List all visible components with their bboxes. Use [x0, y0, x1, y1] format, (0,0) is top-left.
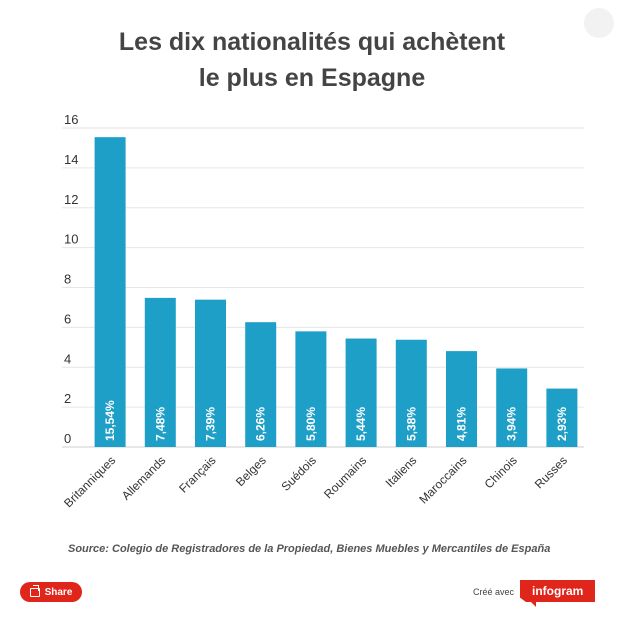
brand-logo[interactable]: infogram: [520, 580, 596, 602]
x-tick-label: Français: [176, 453, 218, 495]
y-tick-label: 12: [64, 192, 78, 207]
source-note: Source: Colegio de Registradores de la P…: [68, 543, 551, 555]
chart-title: Les dix nationalités qui achètent le plu…: [0, 24, 624, 96]
bar: [446, 351, 477, 447]
credit-text: Créé avec: [473, 587, 515, 597]
y-tick-label: 6: [64, 311, 71, 326]
chart-title-line-1: Les dix nationalités qui achètent: [118, 28, 506, 56]
x-tick-label: Chinois: [482, 453, 520, 491]
x-tick-label: Italiens: [383, 453, 420, 490]
bar: [496, 368, 528, 447]
bar: [245, 322, 277, 447]
data-label: 3,94%: [505, 407, 519, 441]
corner-badge: [584, 8, 614, 38]
bar: [345, 338, 377, 447]
y-axis-ticks: 0 2 4 6 8 10 12 14 16: [64, 112, 78, 446]
bars: [94, 137, 578, 447]
data-label: 7,48%: [153, 407, 167, 441]
x-tick-label: Russes: [532, 453, 570, 491]
x-tick-label: Maroccains: [416, 453, 469, 506]
data-label: 6,26%: [254, 407, 268, 441]
data-label: 5,80%: [304, 407, 318, 441]
bar: [144, 297, 176, 447]
data-label: 4,81%: [455, 407, 469, 441]
data-label: 5,38%: [404, 407, 418, 441]
share-icon: [29, 584, 40, 597]
x-tick-label: Allemands: [119, 453, 169, 503]
y-tick-label: 2: [64, 391, 71, 406]
share-button[interactable]: Share: [20, 582, 82, 602]
brand-logo-tail: [530, 601, 536, 607]
data-label: 5,44%: [354, 407, 368, 441]
y-tick-label: 16: [64, 112, 78, 127]
x-tick-label: Roumains: [321, 453, 369, 501]
x-axis-ticks: Britanniques Allemands Français Belges Suédo…: [61, 453, 570, 510]
share-label: Share: [44, 586, 73, 598]
data-label: 7,39%: [204, 407, 218, 441]
bar: [94, 137, 126, 447]
y-tick-label: 10: [64, 232, 78, 247]
bar: [195, 299, 226, 447]
data-labels: 15,54% 7,48% 7,39% 6,26% 5,80% 5,44% 5,38% 4,81…: [103, 400, 569, 441]
y-tick-label: 14: [64, 152, 78, 167]
y-tick-label: 4: [64, 351, 71, 366]
bar-chart: 0 2 4 6 8 10 12 14 16 15,54% 7,48% 7,39% 6,26% 5,80%…: [61, 112, 584, 510]
x-tick-label: Suédois: [278, 453, 319, 494]
y-tick-label: 8: [64, 272, 71, 287]
data-label: 15,54%: [103, 400, 117, 441]
x-tick-label: Belges: [233, 453, 269, 489]
x-tick-label: Britanniques: [61, 453, 118, 510]
data-label: 2,93%: [555, 407, 569, 441]
y-tick-label: 0: [64, 431, 71, 446]
bar: [546, 388, 578, 447]
bar: [295, 331, 327, 447]
bar: [395, 339, 427, 447]
chart-title-line-2: le plus en Espagne: [198, 64, 426, 92]
